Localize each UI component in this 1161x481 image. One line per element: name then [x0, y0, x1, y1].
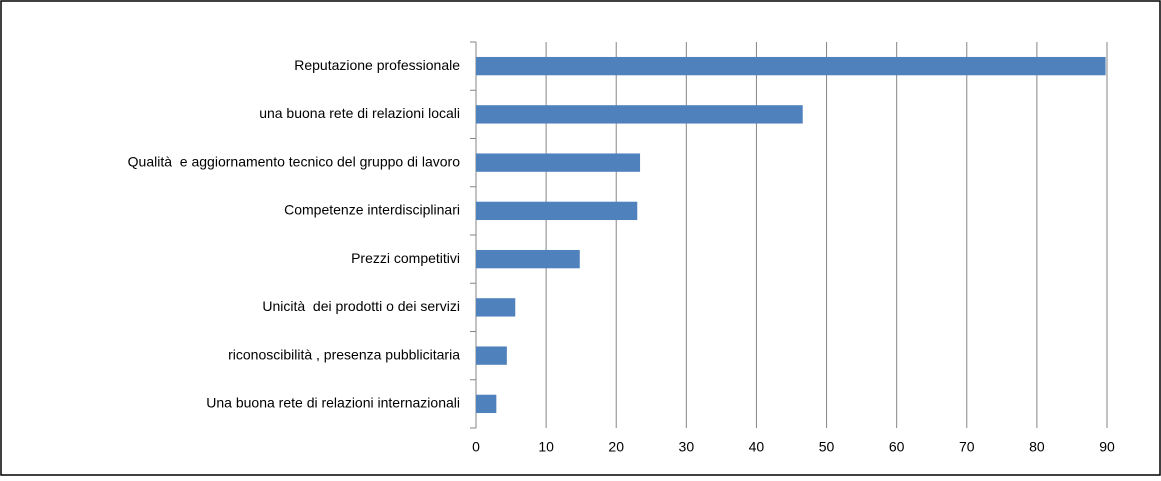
x-tick-label: 60 [889, 439, 905, 455]
y-tick-label: Competenze interdisciplinari [284, 202, 460, 218]
bar [476, 105, 803, 124]
bar [476, 298, 516, 317]
x-tick-label: 0 [472, 439, 480, 455]
bar [476, 394, 497, 414]
y-tick-label: riconoscibilità , presenza pubblicitaria [228, 346, 460, 362]
x-tick-label: 10 [538, 439, 554, 455]
x-tick-label: 80 [1029, 439, 1045, 455]
y-tick-label: Qualità e aggiornamento tecnico del grup… [128, 153, 461, 169]
x-tick-label: 50 [819, 439, 835, 455]
x-tick-label: 20 [608, 439, 624, 455]
bar [476, 153, 641, 172]
x-tick-label: 70 [959, 439, 975, 455]
x-tick-label: 40 [749, 439, 765, 455]
bar [476, 346, 507, 365]
bar [476, 249, 580, 269]
y-tick-label: Prezzi competitivi [351, 250, 460, 266]
x-tick-label: 90 [1099, 439, 1115, 455]
y-tick-label: Una buona rete di relazioni internaziona… [206, 395, 460, 411]
y-tick-label: Unicità dei prodotti o dei servizi [262, 298, 460, 314]
x-tick-label: 30 [679, 439, 695, 455]
bar [476, 56, 1106, 76]
bar [476, 201, 638, 221]
y-tick-label: una buona rete di relazioni locali [259, 105, 460, 121]
y-tick-label: Reputazione professionale [294, 57, 460, 73]
